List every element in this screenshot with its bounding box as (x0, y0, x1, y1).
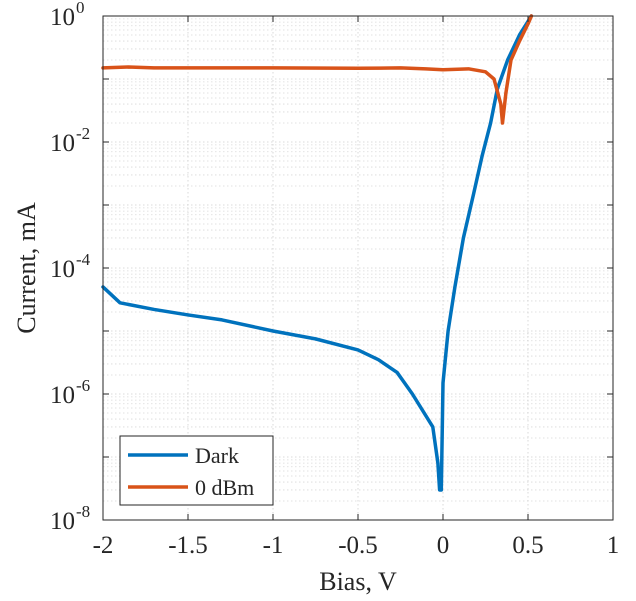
x-tick-label: 1 (607, 532, 620, 559)
legend-box (119, 435, 274, 506)
y-tick-label-base: 10 (50, 256, 75, 283)
series-line-dark (101, 14, 534, 492)
x-axis-title: Bias, V (319, 567, 397, 596)
legend-label-0dbm: 0 dBm (195, 475, 254, 500)
x-tick-label: -1 (263, 532, 284, 559)
legend-label-dark: Dark (195, 443, 239, 468)
y-tick-label-exp: -6 (76, 376, 90, 395)
legend: Dark 0 dBm (119, 435, 274, 506)
y-tick-label-exp: 0 (76, 0, 85, 17)
x-tick-label: -2 (93, 532, 114, 559)
grid-layer (102, 15, 614, 521)
y-tick-label-base: 10 (50, 4, 75, 31)
y-tick-label-exp: -2 (76, 124, 90, 143)
y-tick-label-base: 10 (50, 508, 75, 535)
x-tick-label: -0.5 (338, 532, 378, 559)
y-tick-label-exp: -8 (76, 502, 90, 521)
x-tick-label: 0 (437, 532, 450, 559)
series-line-0dbm (101, 14, 534, 125)
series-layer (101, 14, 534, 492)
x-tick-label: 0.5 (512, 532, 543, 559)
y-tick-label-base: 10 (50, 382, 75, 409)
tick-layer (102, 15, 614, 521)
y-axis-title: Current, mA (12, 202, 41, 334)
y-tick-label-exp: -4 (76, 250, 91, 269)
y-tick-label-base: 10 (50, 130, 75, 157)
x-tick-label: -1.5 (168, 532, 208, 559)
